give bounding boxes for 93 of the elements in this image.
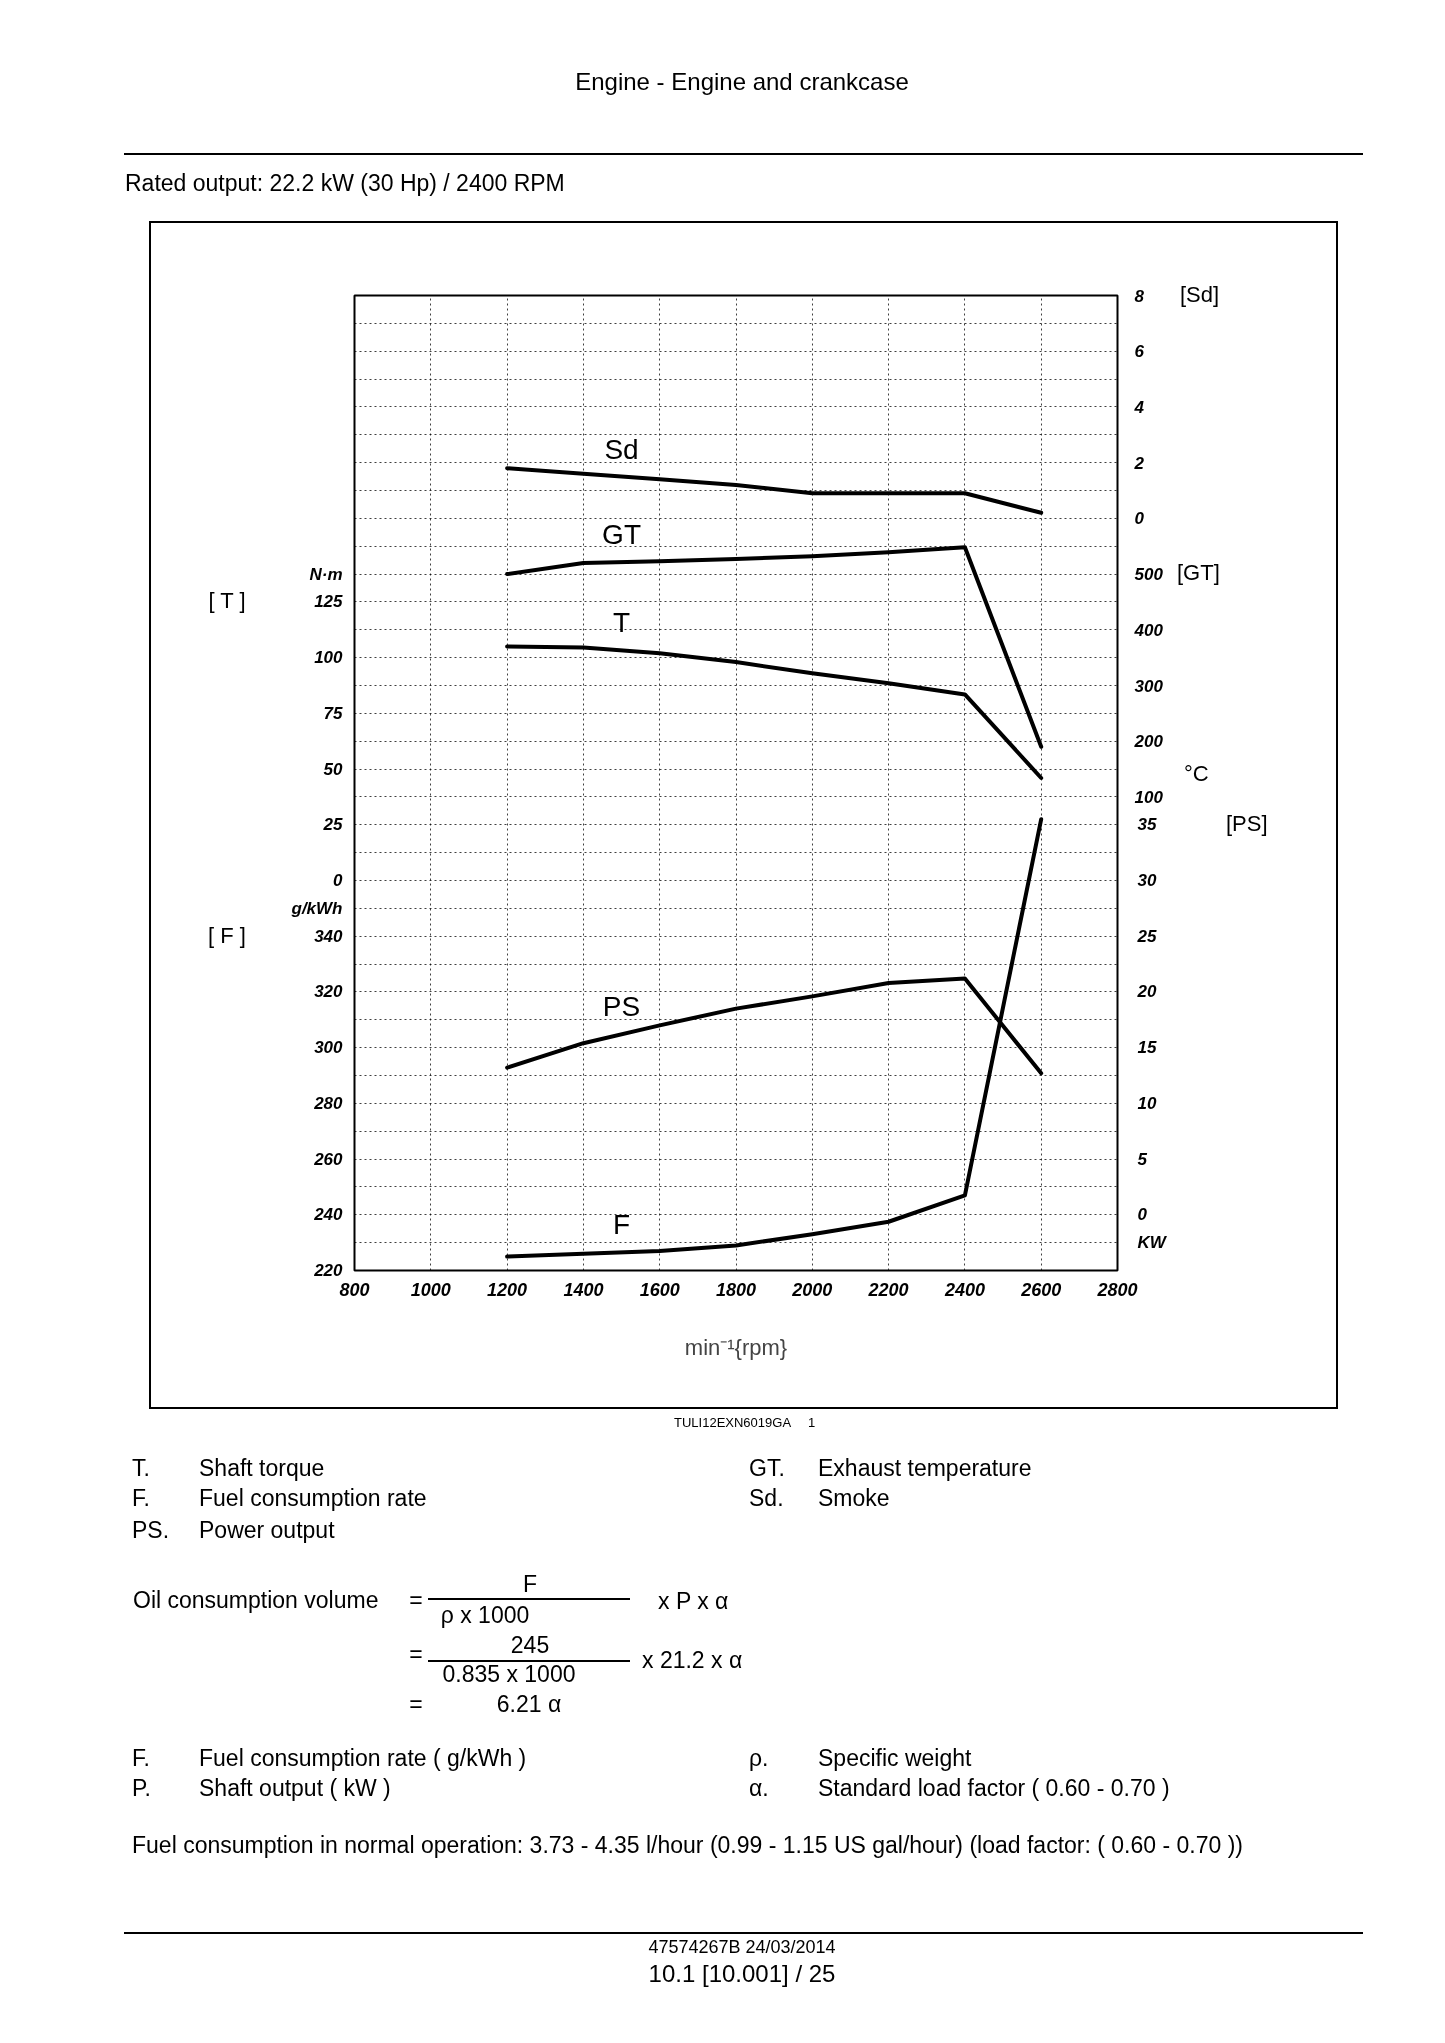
y-tick-label: N·m bbox=[309, 564, 343, 584]
y3-tick-label: 15 bbox=[1137, 1038, 1157, 1058]
y-axis-title: [ T ] bbox=[208, 588, 246, 615]
y3-tick-label: KW bbox=[1137, 1233, 1168, 1253]
x-tick-label: 2200 bbox=[867, 1279, 909, 1300]
y2-tick-label: 4 bbox=[1133, 397, 1145, 417]
text: TULI12EXN6019GA bbox=[674, 1415, 792, 1431]
y3-tick-label: 30 bbox=[1137, 871, 1157, 890]
x-tick-label: 1800 bbox=[715, 1279, 757, 1300]
x-tick-label: 2800 bbox=[1096, 1279, 1138, 1300]
y2-tick-label: 100 bbox=[1134, 787, 1164, 807]
y2-tick-label: 8 bbox=[1134, 286, 1145, 306]
text: Engine - Engine and crankcase bbox=[575, 67, 909, 97]
y3-tick-label: 35 bbox=[1137, 815, 1157, 835]
series-label: T bbox=[613, 607, 631, 639]
series-label: PS bbox=[602, 991, 641, 1023]
text: Specific weight bbox=[818, 1745, 972, 1773]
y-tick-label: g/kWh bbox=[290, 898, 343, 918]
x-tick-label: 1000 bbox=[410, 1279, 451, 1300]
text: Fuel consumption in normal operation: 3.73 - 4.35 l/hour (0.99 - 1.15 US gal/hour) (load factor: ( 0.60 - 0.70 )) bbox=[132, 1832, 1243, 1860]
y2-tick-label: 300 bbox=[1134, 676, 1164, 696]
text: 6.21 α bbox=[496, 1691, 562, 1719]
y-axis-title: [ F ] bbox=[208, 922, 246, 949]
text: Exhaust temperature bbox=[818, 1455, 1032, 1483]
y3-axis-title: [PS] bbox=[1226, 811, 1268, 838]
x-tick-label: 800 bbox=[339, 1279, 370, 1300]
y2-tick-label: 6 bbox=[1134, 342, 1145, 362]
text: Fuel consumption rate ( g/kWh ) bbox=[199, 1745, 527, 1773]
y-tick-label: 280 bbox=[313, 1093, 344, 1113]
text: F. bbox=[132, 1745, 150, 1773]
y-tick-label: 240 bbox=[313, 1205, 344, 1225]
text: Shaft torque bbox=[199, 1455, 325, 1483]
y-tick-label: 220 bbox=[313, 1261, 344, 1280]
x-tick-label: 2000 bbox=[791, 1279, 833, 1300]
text: Standard load factor ( 0.60 - 0.70 ) bbox=[818, 1775, 1170, 1803]
text: 245 bbox=[510, 1632, 550, 1660]
text: Sd. bbox=[749, 1485, 784, 1513]
series-label: F bbox=[613, 1209, 631, 1241]
y-tick-label: 260 bbox=[313, 1149, 344, 1169]
y-tick-label: 0 bbox=[333, 871, 344, 890]
chart-title: Rated output: 22.2 kW (30 Hp) / 2400 RPM bbox=[125, 170, 565, 198]
text: = bbox=[409, 1691, 423, 1719]
text: 0.835 x 1000 bbox=[442, 1661, 576, 1689]
text: Power output bbox=[199, 1517, 335, 1545]
text: 10.1 [10.001] / 25 bbox=[648, 1959, 836, 1989]
y3-tick-label: 25 bbox=[1136, 926, 1157, 946]
y-tick-label: 100 bbox=[314, 648, 344, 668]
x-tick-label: 2600 bbox=[1020, 1279, 1062, 1300]
y-tick-label: 300 bbox=[314, 1038, 344, 1058]
y-tick-label: 125 bbox=[314, 592, 344, 612]
y-tick-label: 75 bbox=[323, 703, 344, 723]
y3-tick-label: 0 bbox=[1137, 1205, 1148, 1225]
text: PS. bbox=[132, 1517, 170, 1545]
y2-tick-label: 2 bbox=[1133, 453, 1145, 473]
y3-tick-label: 20 bbox=[1136, 982, 1157, 1002]
text: T. bbox=[132, 1455, 150, 1483]
y-tick-label: 320 bbox=[314, 982, 344, 1002]
text: Smoke bbox=[818, 1485, 890, 1513]
text: 47574267B 24/03/2014 bbox=[648, 1937, 836, 1959]
text: F. bbox=[132, 1485, 150, 1513]
y2-axis-title: [Sd] bbox=[1180, 281, 1220, 309]
text: ρ x 1000 bbox=[440, 1602, 530, 1630]
y2-tick-label: 200 bbox=[1133, 732, 1164, 752]
series-label: Sd bbox=[604, 433, 639, 465]
x-tick-label: 1400 bbox=[563, 1279, 604, 1300]
text: Shaft output ( kW ) bbox=[199, 1775, 391, 1803]
text: F bbox=[522, 1571, 538, 1599]
x-tick-label: 1600 bbox=[639, 1279, 680, 1300]
text: Oil consumption volume bbox=[133, 1587, 379, 1615]
y-tick-label: 25 bbox=[322, 815, 344, 835]
x-tick-label: 2400 bbox=[943, 1279, 985, 1300]
y2-axis-title: [GT] bbox=[1177, 560, 1220, 587]
text: °C bbox=[1184, 761, 1209, 788]
text: GT. bbox=[749, 1455, 785, 1483]
y3-tick-label: 10 bbox=[1137, 1093, 1157, 1113]
text: x P x α bbox=[658, 1588, 729, 1616]
y-tick-label: 50 bbox=[323, 759, 344, 779]
text: Fuel consumption rate bbox=[199, 1485, 427, 1513]
y2-tick-label: 500 bbox=[1134, 565, 1164, 585]
x-tick-label: 1200 bbox=[487, 1279, 528, 1300]
text: = bbox=[409, 1641, 423, 1669]
text: x 21.2 x α bbox=[642, 1647, 743, 1675]
y2-tick-label: 400 bbox=[1133, 620, 1164, 640]
text: ρ. bbox=[749, 1745, 769, 1773]
text: α. bbox=[749, 1775, 769, 1803]
x-axis-title: min⁻¹{rpm} bbox=[684, 1334, 788, 1360]
y2-tick-label: 0 bbox=[1134, 509, 1145, 529]
text: P. bbox=[132, 1775, 151, 1803]
y-tick-label: 340 bbox=[314, 926, 344, 946]
text: 1 bbox=[808, 1415, 816, 1431]
text: = bbox=[409, 1587, 423, 1615]
series-label: GT bbox=[602, 519, 641, 551]
y3-tick-label: 5 bbox=[1137, 1149, 1148, 1169]
